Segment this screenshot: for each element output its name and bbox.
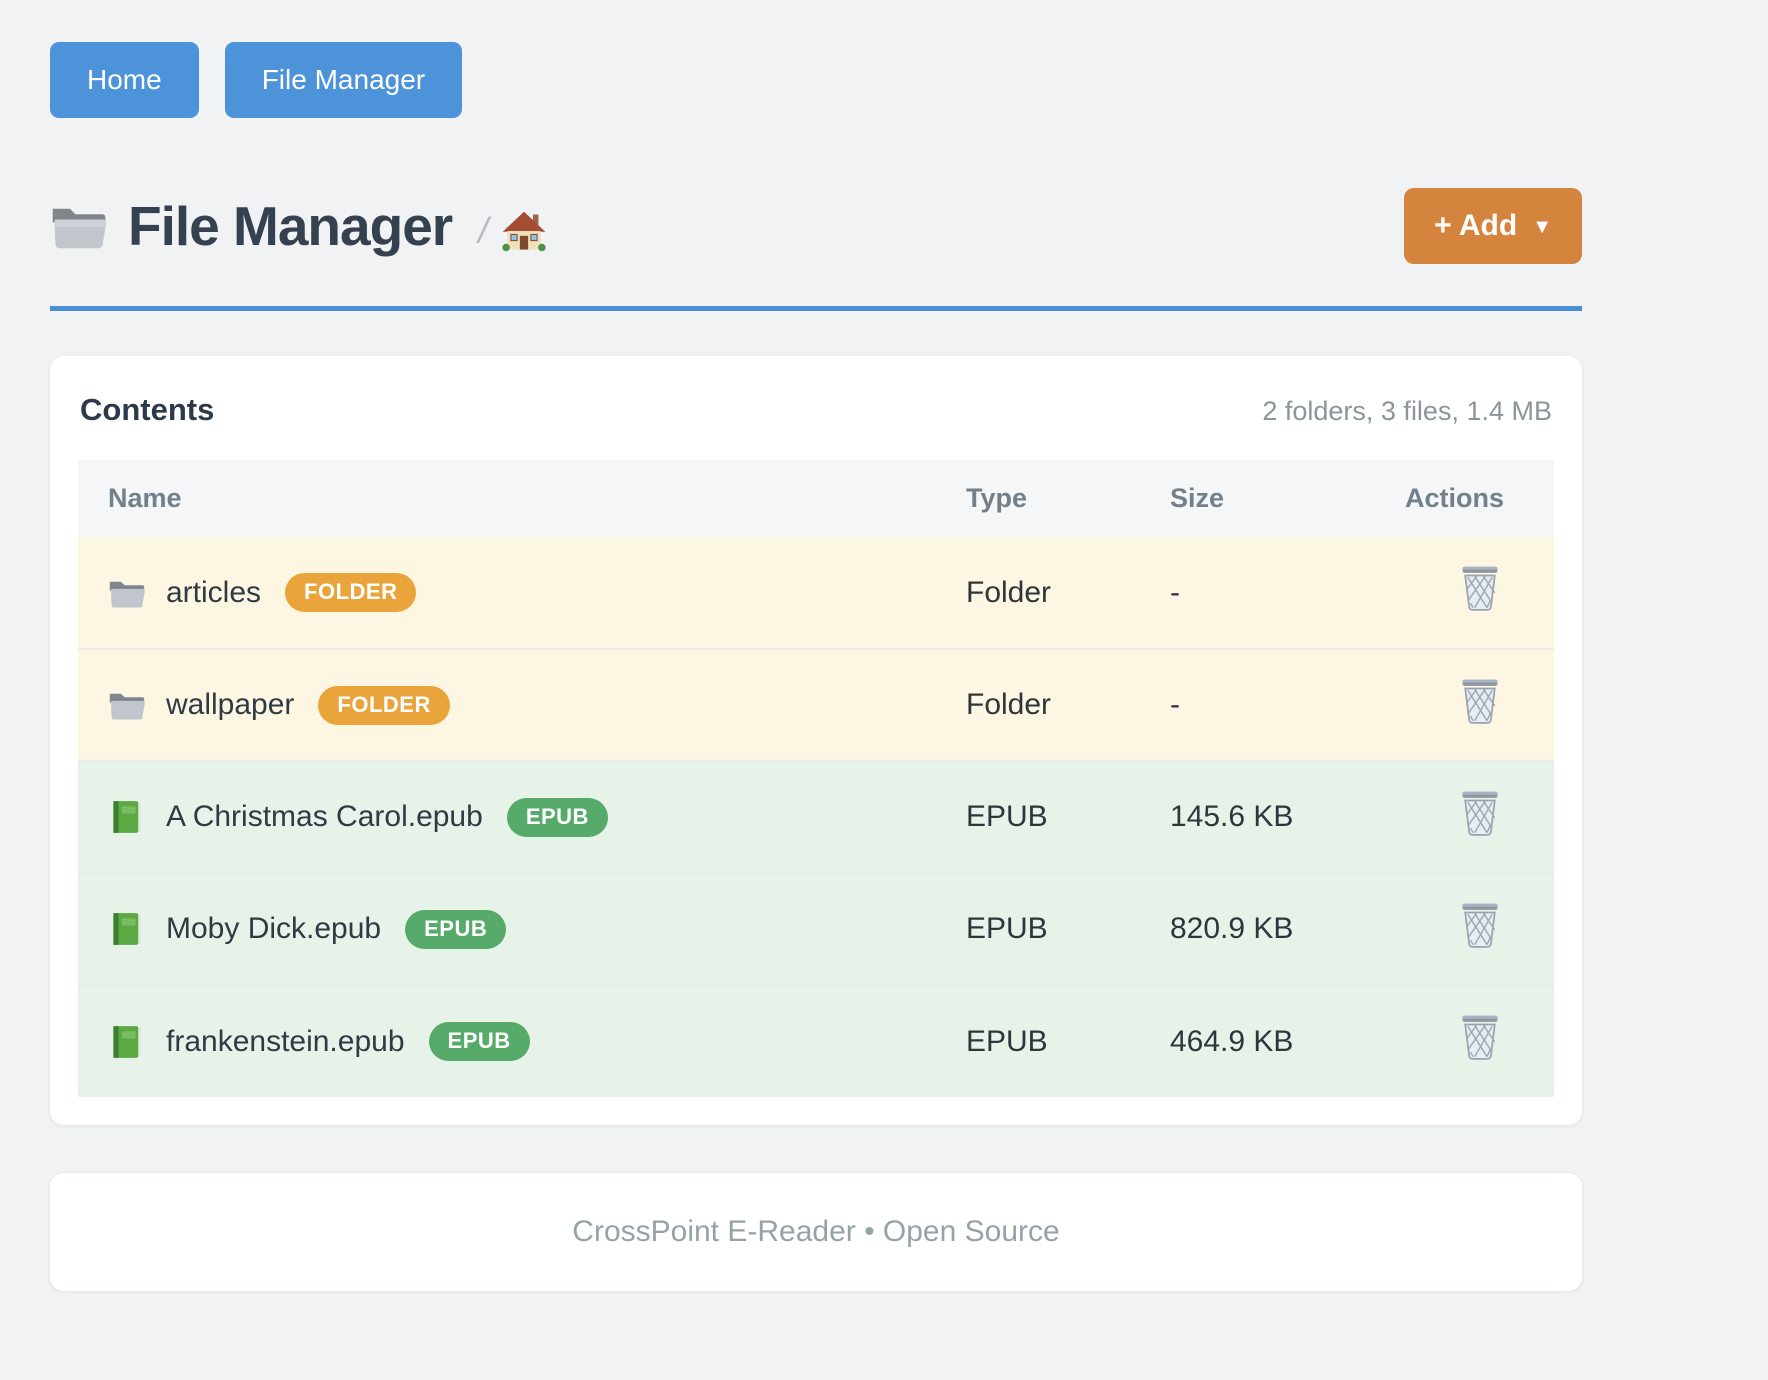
book-icon (108, 912, 146, 946)
folder-icon (108, 576, 146, 610)
file-table-body: articles FOLDER Folder - (78, 537, 1554, 1097)
page-container: Home File Manager File Manager / (50, 0, 1582, 1291)
name-cell: A Christmas Carol.epub EPUB (78, 761, 930, 873)
name-cell: articles FOLDER (78, 537, 930, 649)
table-row: articles FOLDER Folder - (78, 537, 1554, 649)
title-divider (50, 306, 1582, 311)
house-icon[interactable] (502, 200, 546, 252)
actions-cell (1405, 985, 1554, 1097)
top-nav: Home File Manager (50, 42, 1582, 118)
size-cell: 145.6 KB (1150, 761, 1405, 873)
type-cell: EPUB (930, 761, 1150, 873)
actions-cell (1405, 873, 1554, 985)
add-button-label: + Add (1434, 209, 1518, 242)
folder-icon (50, 201, 108, 251)
column-header-size: Size (1150, 460, 1405, 537)
delete-button[interactable] (1460, 678, 1500, 728)
trash-icon (1460, 1014, 1500, 1061)
name-cell: Moby Dick.epub EPUB (78, 873, 930, 985)
contents-card-header: Contents 2 folders, 3 files, 1.4 MB (80, 392, 1552, 428)
type-badge: FOLDER (318, 685, 450, 725)
delete-button[interactable] (1460, 902, 1500, 952)
trash-icon (1460, 790, 1500, 837)
contents-heading: Contents (80, 392, 215, 427)
delete-button[interactable] (1460, 1014, 1500, 1064)
delete-button[interactable] (1460, 790, 1500, 840)
nav-file-manager-button[interactable]: File Manager (224, 42, 463, 118)
caret-down-icon: ▼ (1532, 215, 1552, 238)
file-name[interactable]: A Christmas Carol.epub (166, 800, 483, 833)
folder-icon (108, 688, 146, 722)
page-header: File Manager / + Add ▼ (50, 188, 1582, 264)
title-wrap: File Manager / (50, 194, 546, 258)
table-row: Moby Dick.epub EPUB EPUB 820.9 KB (78, 873, 1554, 985)
book-icon (108, 1025, 146, 1059)
type-cell: EPUB (930, 985, 1150, 1097)
file-name[interactable]: articles (166, 575, 262, 609)
size-cell: - (1150, 649, 1405, 761)
size-cell: - (1150, 537, 1405, 649)
actions-cell (1405, 537, 1554, 649)
trash-icon (1460, 902, 1500, 949)
breadcrumb-separator: / (478, 210, 489, 251)
type-badge: EPUB (506, 797, 608, 837)
footer: CrossPoint E-Reader • Open Source (50, 1173, 1582, 1291)
file-table: Name Type Size Actions articles FOLDER (78, 460, 1554, 1097)
file-name[interactable]: Moby Dick.epub (166, 912, 382, 945)
file-name[interactable]: frankenstein.epub (166, 1024, 405, 1058)
delete-button[interactable] (1460, 565, 1500, 615)
nav-home-button[interactable]: Home (50, 42, 199, 118)
trash-icon (1460, 565, 1500, 612)
file-table-head: Name Type Size Actions (78, 460, 1554, 537)
table-row: wallpaper FOLDER Folder - (78, 649, 1554, 761)
size-cell: 464.9 KB (1150, 985, 1405, 1097)
actions-cell (1405, 649, 1554, 761)
type-badge: EPUB (428, 1022, 530, 1061)
type-cell: Folder (930, 649, 1150, 761)
type-badge: FOLDER (285, 573, 417, 612)
book-icon (108, 800, 146, 834)
type-cell: EPUB (930, 873, 1150, 985)
page-title: File Manager (128, 195, 453, 257)
column-header-name: Name (78, 460, 930, 537)
actions-cell (1405, 761, 1554, 873)
type-badge: EPUB (405, 909, 507, 949)
table-row: A Christmas Carol.epub EPUB EPUB 145.6 K… (78, 761, 1554, 873)
column-header-actions: Actions (1405, 460, 1554, 537)
column-header-type: Type (930, 460, 1150, 537)
add-button[interactable]: + Add ▼ (1404, 188, 1582, 264)
contents-summary: 2 folders, 3 files, 1.4 MB (1262, 396, 1552, 426)
name-cell: wallpaper FOLDER (78, 649, 930, 761)
file-name[interactable]: wallpaper (166, 688, 295, 721)
table-row: frankenstein.epub EPUB EPUB 464.9 KB (78, 985, 1554, 1097)
contents-card: Contents 2 folders, 3 files, 1.4 MB Name… (50, 356, 1582, 1125)
trash-icon (1460, 678, 1500, 725)
footer-text: CrossPoint E-Reader • Open Source (572, 1215, 1060, 1248)
type-cell: Folder (930, 537, 1150, 649)
name-cell: frankenstein.epub EPUB (78, 985, 930, 1097)
size-cell: 820.9 KB (1150, 873, 1405, 985)
